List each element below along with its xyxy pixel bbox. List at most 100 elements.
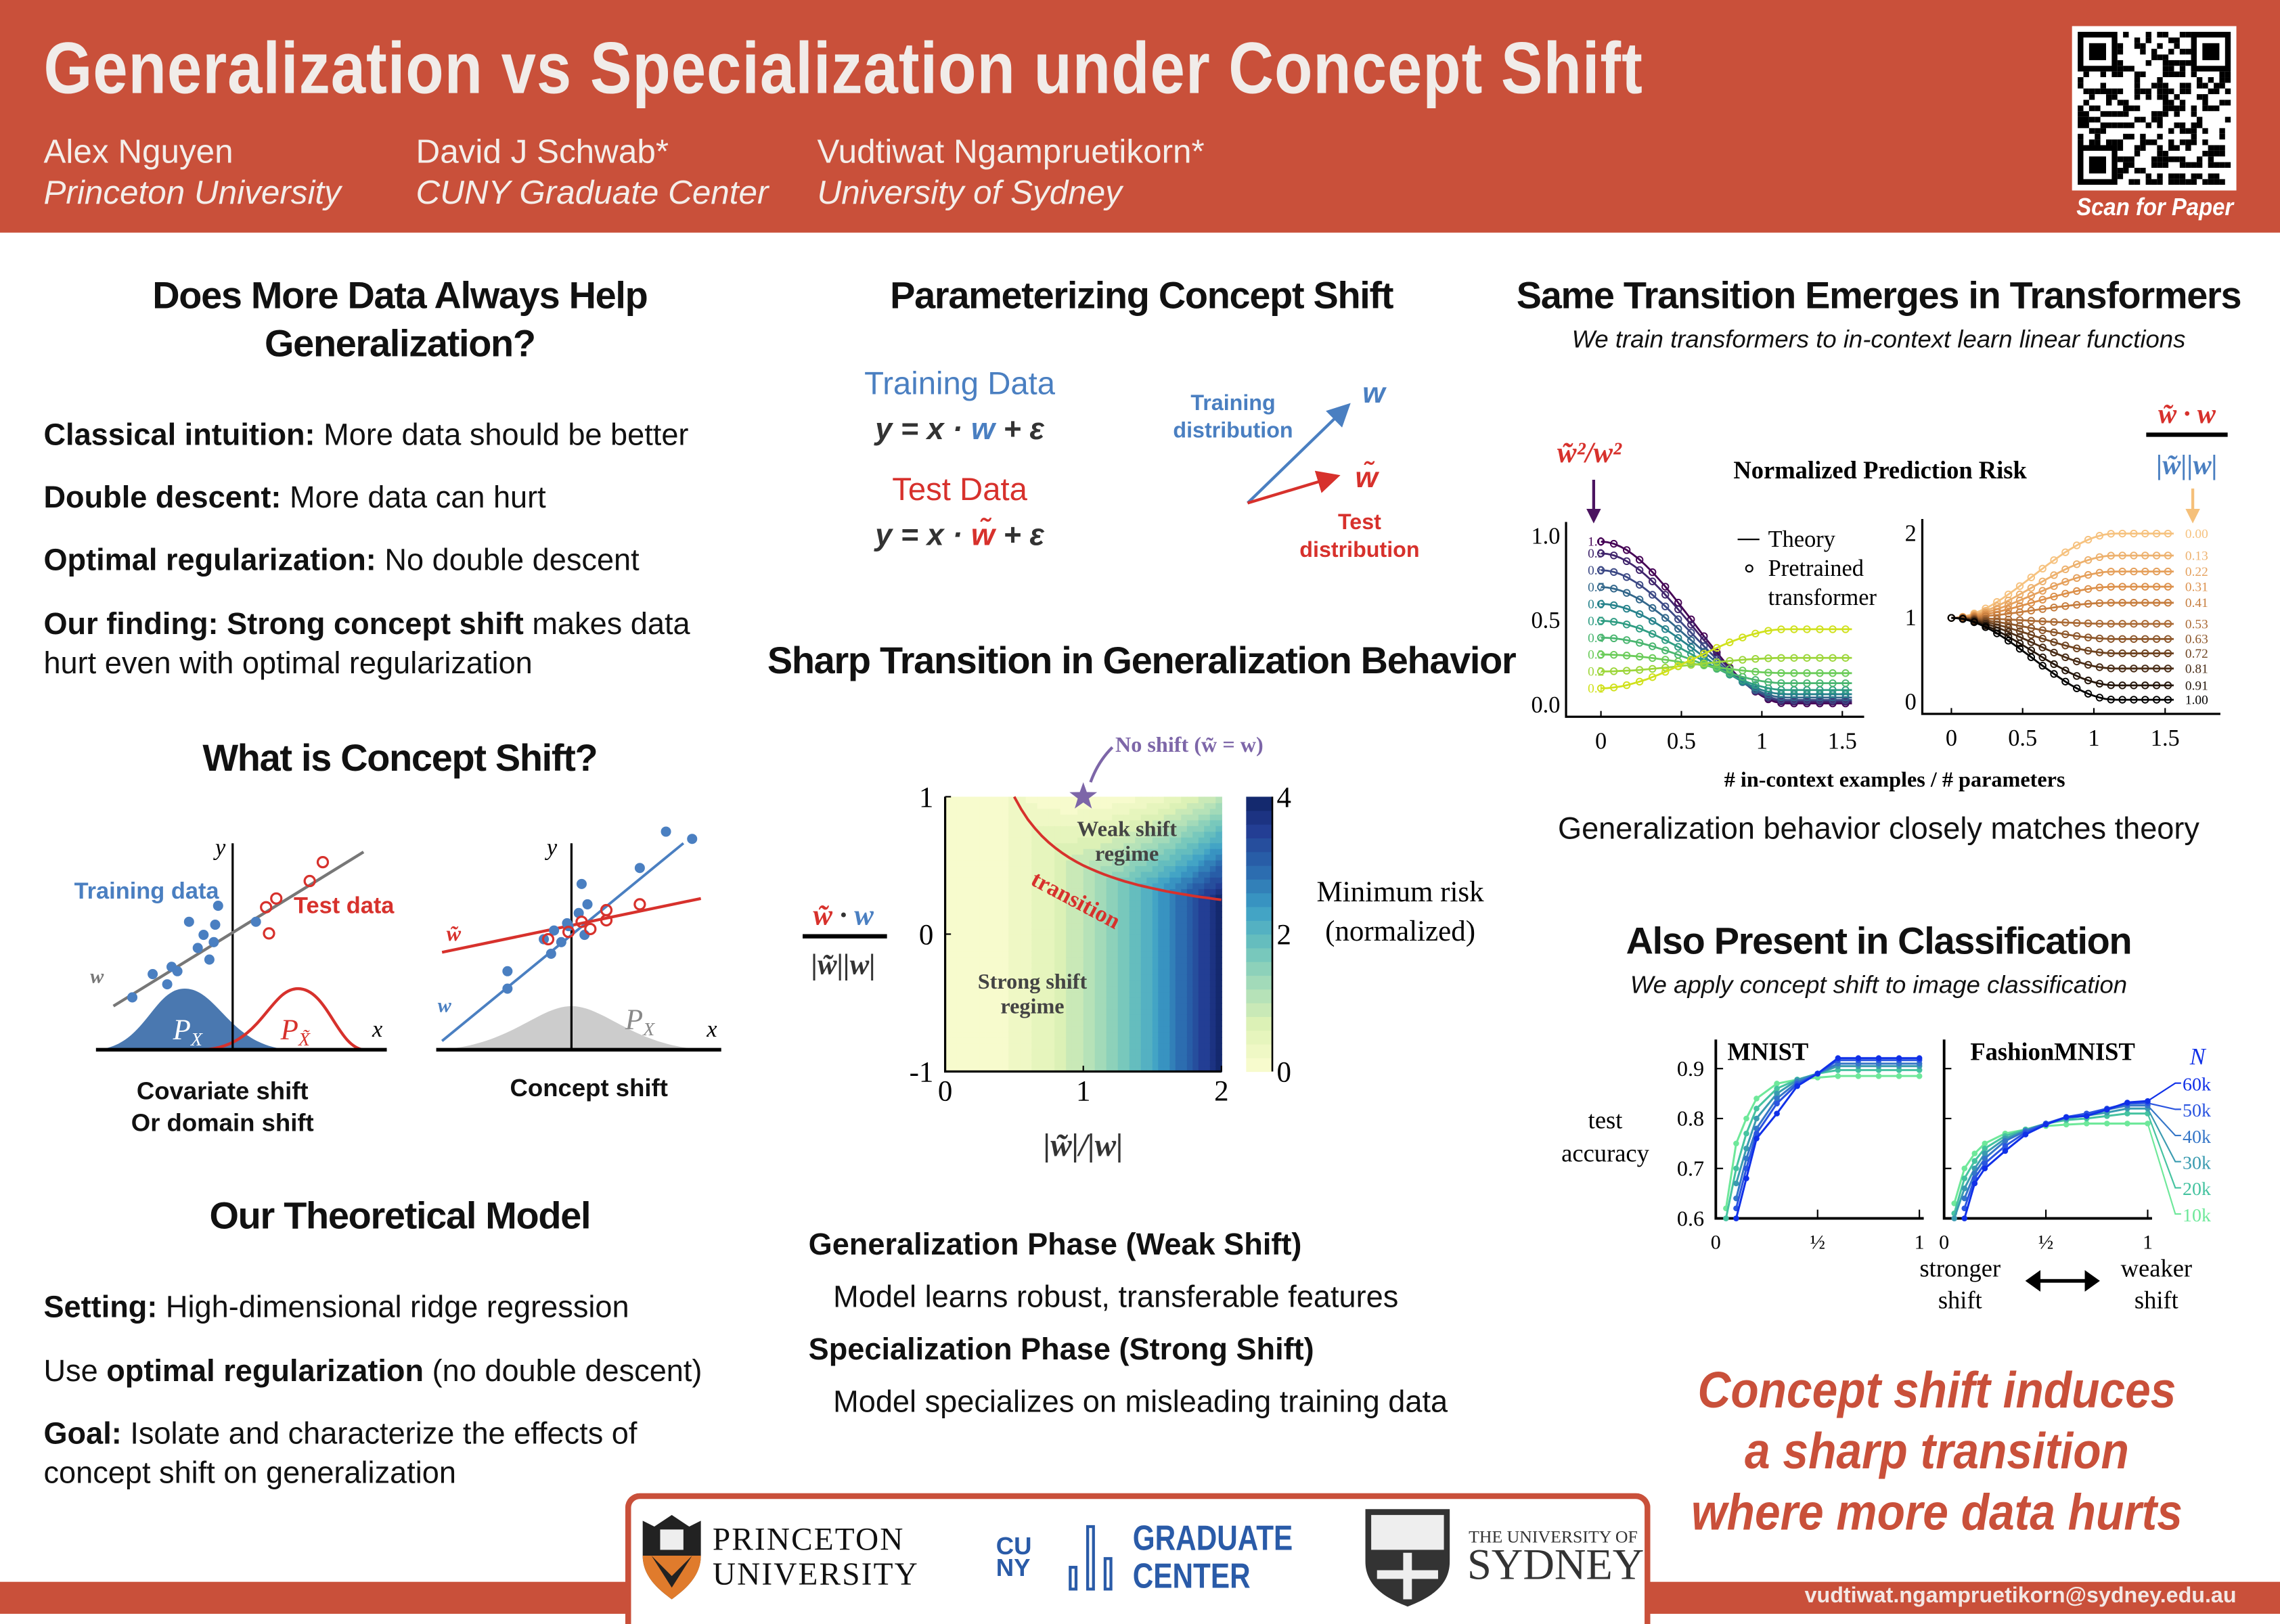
heatmap-cell [1169,980,1176,987]
heatmap-cell [1020,1066,1027,1073]
heatmap-cell [1094,1020,1102,1027]
heatmap-cell [1140,1014,1148,1021]
y-label-part: w̃ [813,900,832,932]
heatmap-cell [991,825,998,832]
heatmap-cell [1089,1031,1096,1038]
transformer-point [2038,595,2047,604]
heatmap-cell [956,928,964,935]
heatmap-cell [1215,905,1222,912]
heatmap-cell [1002,980,1010,987]
heatmap-cell [1192,934,1199,941]
qr-module [2196,122,2203,129]
heatmap-cell [1089,951,1096,958]
heatmap-cell [1192,1060,1199,1067]
heatmap-cell [1140,854,1148,861]
heatmap-cell [974,980,981,987]
heatmap-cell [1215,1031,1222,1038]
heatmap-cell [1106,825,1113,832]
heatmap-cell [1215,1066,1222,1073]
heatmap-cell [1146,928,1153,935]
heatmap-cell [1163,997,1171,1004]
qr-module [2191,139,2197,145]
y-axis-label: accuracy [1561,1140,1649,1167]
transformer-point [2050,556,2058,564]
heatmap-cell [1014,899,1021,907]
transformer-point [2038,626,2047,635]
transformer-point [1841,669,1850,677]
heatmap-cell [1158,1002,1165,1010]
contact-email[interactable]: vudtiwat.ngampruetikorn@sydney.edu.au [1804,1583,2237,1608]
heatmap-cell [1175,945,1182,952]
heatmap-cell [1008,928,1015,935]
heatmap-cell [1158,802,1165,809]
heatmap-cell [1198,1048,1205,1056]
heatmap-cell [1106,1043,1113,1050]
heatmap-cell [1037,962,1044,970]
qr-code[interactable] [2072,26,2237,191]
heatmap-cell [1158,968,1165,975]
heatmap-cell [985,905,992,912]
heatmap-cell [991,917,998,924]
heatmap-cell [1060,1054,1067,1061]
heatmap-cell [1169,951,1176,958]
accuracy-point [1753,1130,1760,1137]
qr-module [2117,49,2124,55]
heatmap-cell [1025,928,1033,935]
heatmap-cell [951,997,958,1004]
heatmap-cell [1181,1008,1188,1015]
heatmap-cell [1025,808,1033,815]
transformer-point [1751,676,1760,684]
cuny-logo-text: CU NY [996,1532,1032,1582]
heatmap-cell [945,859,952,867]
transformer-point [2141,696,2149,704]
test-points [541,898,646,946]
section-title: What is Concept Shift? [202,736,598,780]
heatmap-cell [1198,939,1205,947]
bullet-text: More data can hurt [281,481,546,515]
heatmap-cell [1158,962,1165,970]
heatmap-cell [1071,831,1079,838]
heatmap-cell [1152,882,1159,889]
transformer-point [2107,696,2115,704]
heatmap-cell [1209,968,1217,975]
y-axis-label: test [1588,1106,1623,1133]
qr-module [2196,156,2203,162]
heatmap-cell [1152,1031,1159,1038]
phase-title: Specialization Phase (Strong Shift) [808,1333,1314,1367]
heatmap-cell [1175,911,1182,918]
heatmap-cell [1077,968,1084,975]
qr-module [2151,111,2158,117]
heatmap-cell [1031,974,1038,981]
heatmap-cell [1175,899,1182,907]
heatmap-cell [979,836,987,844]
heatmap-cell [985,968,992,975]
heatmap-cell [979,813,987,821]
qr-module [2078,122,2084,129]
heatmap-cell [1031,1066,1038,1073]
heatmap-cell [1192,842,1199,849]
heatmap-cell [1077,1043,1084,1050]
heatmap-cell [956,1048,964,1056]
heatmap-cell [1175,882,1182,889]
heatmap-cell [1163,974,1171,981]
transformer-point [2107,568,2115,576]
heatmap-cell [956,842,964,849]
heatmap-cell [1048,980,1056,987]
transformer-point [1674,634,1682,642]
no-shift-arrow [1089,746,1114,783]
heatmap-cell [1112,836,1119,844]
heatmap-cell [991,882,998,889]
qr-module [2168,66,2174,72]
qr-module [2174,43,2180,49]
accuracy-point [1916,1055,1923,1062]
heatmap-cell [956,968,964,975]
transformer-point [1596,667,1605,675]
heatmap-cell [1071,1066,1079,1073]
series-label: 0.9 [1588,547,1604,561]
heatmap-cell [985,796,992,803]
heatmap-cell [1181,796,1188,803]
heatmap-cell [1209,917,1217,924]
heatmap-cell [1175,951,1182,958]
heatmap-cell [1204,854,1211,861]
heatmap-cell [1002,1025,1010,1033]
